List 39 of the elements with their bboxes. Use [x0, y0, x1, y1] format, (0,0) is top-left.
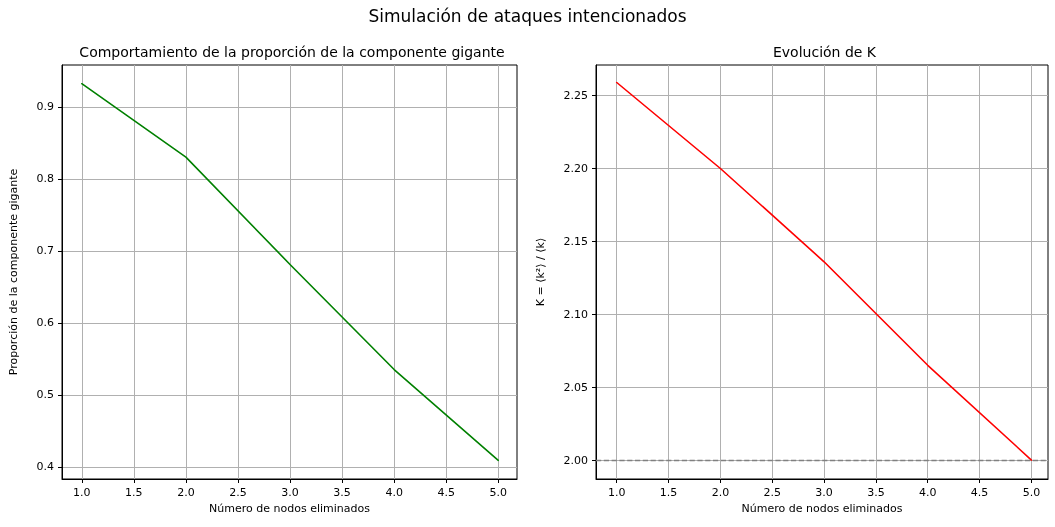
x-tick-label: 2.5: [229, 486, 247, 499]
y-tick-label: 0.7: [36, 244, 54, 258]
x-tick-label: 4.0: [385, 486, 403, 499]
y-tick-label: 2.15: [563, 234, 588, 248]
text: Simulación de ataques intencionados: [367, 6, 688, 26]
y-axis-title: Proporción de la componente gigante: [7, 168, 20, 376]
x-axis-title: Número de nodos eliminados: [209, 502, 371, 515]
line-series: [80, 82, 500, 462]
x-axis-title: Número de nodos eliminados: [741, 502, 903, 515]
x-tick-label: 4.5: [970, 486, 989, 499]
chart-title: Comportamiento de la proporción de la componente gigante: [79, 44, 505, 60]
y-axis-title: K = ⟨k²⟩ / ⟨k⟩: [534, 237, 547, 307]
y-tick-label: 2.00: [563, 453, 588, 467]
y-tick-label: 0.9: [36, 100, 54, 114]
x-tick-label: 1.5: [125, 486, 143, 499]
x-tick-label: 5.0: [1022, 486, 1041, 499]
x-tick-label: 4.5: [437, 486, 455, 499]
y-tick-label: 0.4: [36, 460, 54, 474]
y-tick-label: 0.5: [36, 388, 54, 402]
x-tick-label: 2.5: [763, 486, 781, 499]
x-tick-label: 3.5: [867, 486, 885, 499]
y-tick-label: 2.10: [563, 307, 588, 321]
x-tick-label: 3.5: [333, 486, 351, 499]
y-tick-label: 0.8: [36, 172, 54, 186]
x-tick-label: 1.0: [73, 486, 91, 499]
x-tick-label: 4.0: [918, 486, 937, 499]
x-tick-label: 1.5: [659, 486, 678, 499]
x-tick-label: 1.0: [607, 486, 626, 499]
y-tick-label: 2.05: [563, 380, 588, 394]
y-tick-label: 2.20: [563, 162, 588, 175]
chart-title: Evolución de K: [772, 44, 877, 60]
line-series: [615, 81, 1033, 461]
x-tick-label: 3.0: [815, 486, 833, 499]
x-tick-label: 2.0: [177, 486, 195, 499]
x-tick-label: 2.0: [711, 486, 730, 499]
y-tick-label: 2.25: [563, 89, 588, 103]
x-tick-label: 5.0: [489, 486, 508, 499]
y-tick-label: 0.6: [36, 316, 54, 330]
x-tick-label: 3.0: [281, 486, 299, 499]
